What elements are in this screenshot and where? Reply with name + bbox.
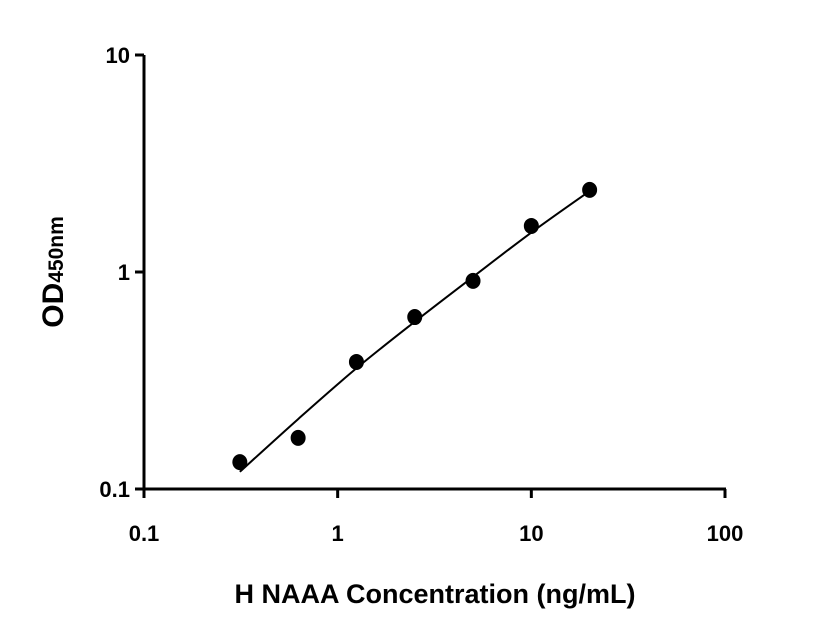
axes: [142, 55, 726, 491]
data-point: [407, 309, 423, 326]
data-point: [465, 272, 481, 289]
data-point: [290, 429, 306, 446]
y-axis-title-sub: 450nm: [45, 216, 68, 283]
y-tick-label: 1: [118, 260, 130, 285]
fit-curve: [239, 190, 591, 473]
data-point: [582, 181, 598, 198]
x-tick-label: 0.1: [129, 521, 160, 546]
data-point: [348, 353, 364, 370]
y-axis-title: OD450nm: [37, 216, 70, 328]
data-points: [232, 181, 598, 471]
y-axis-title-main: OD: [37, 283, 70, 328]
x-tick-label: 10: [519, 521, 543, 546]
x-tick-label: 1: [332, 521, 344, 546]
x-axis-title: H NAAA Concentration (ng/mL): [235, 579, 636, 609]
y-tick-label: 0.1: [99, 477, 130, 502]
x-tick-label: 100: [707, 521, 744, 546]
y-tick-label: 10: [106, 43, 130, 68]
ticks: 0.1 1 10 100 0.1 1 10: [99, 43, 743, 546]
data-point: [523, 217, 539, 234]
data-point: [232, 454, 248, 471]
